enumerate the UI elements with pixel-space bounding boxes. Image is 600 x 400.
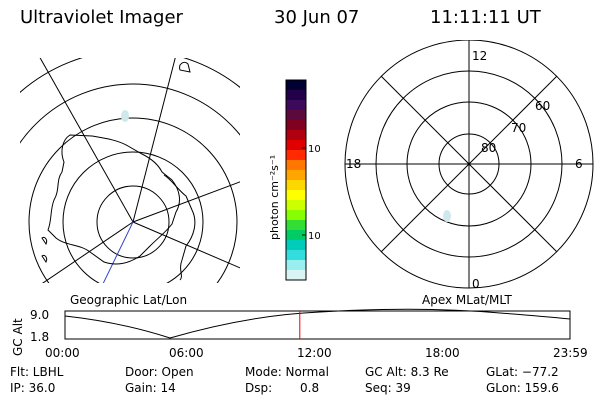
altitude-axis-label: GC Alt — [11, 318, 25, 356]
island-outline — [179, 61, 191, 73]
time-tick-label: 23:59 — [553, 346, 588, 360]
mode-info: Mode: Normal — [245, 365, 329, 379]
color-bar-swatch — [286, 210, 306, 221]
header-time: 11:11:11 UT — [430, 7, 541, 28]
mlt-label-right: 6 — [575, 157, 583, 171]
mlt-line-diagonal — [380, 75, 558, 253]
gc-alt-info: GC Alt: 8.3 Re — [365, 365, 449, 379]
color-bar-swatch — [286, 90, 306, 101]
mlat-label-70: 70 — [511, 121, 526, 135]
lat-circle-70 — [62, 151, 204, 283]
island-outline — [41, 237, 48, 245]
altitude-plot-frame — [64, 310, 571, 340]
color-bar-swatch — [286, 150, 306, 161]
color-bar-swatch — [286, 230, 306, 241]
meridian-line — [132, 58, 176, 223]
mlat-label-60: 60 — [535, 99, 550, 113]
noon-meridian — [102, 221, 134, 283]
color-bar: 100 10 photon cm⁻²s⁻¹ — [268, 79, 320, 281]
meridian-line — [132, 181, 240, 223]
color-bar-swatch — [286, 160, 306, 171]
color-bar-swatch — [286, 240, 306, 251]
color-bar-swatch — [286, 110, 306, 121]
color-bar-swatch — [286, 130, 306, 141]
glat-info: GLat: −77.2 — [486, 365, 559, 379]
color-bar-swatch — [286, 140, 306, 151]
island-outline — [41, 255, 48, 263]
altitude-plot: GC Alt 9.0 1.8 00:00 06:00 12:00 18:00 2… — [11, 308, 588, 360]
left-panel-caption: Geographic Lat/Lon — [70, 293, 188, 307]
antarctica-coastline — [47, 134, 180, 265]
time-tick-label: 06:00 — [169, 346, 204, 360]
color-bar-swatch — [286, 250, 306, 261]
mlt-label-left: 18 — [346, 157, 361, 171]
color-bar-frame — [285, 79, 307, 281]
altitude-tick-label: 1.8 — [30, 330, 49, 344]
mlt-label-top: 12 — [472, 49, 487, 63]
meridian-line — [39, 58, 134, 223]
time-tick-label: 00:00 — [45, 346, 80, 360]
geographic-map — [20, 58, 240, 283]
time-tick-label: 18:00 — [425, 346, 460, 360]
color-bar-tick-label: 100 — [308, 144, 320, 155]
color-bar-swatch — [286, 260, 306, 271]
altitude-curve — [64, 308, 571, 339]
color-bar-swatch — [286, 120, 306, 131]
color-bar-swatch — [286, 270, 306, 281]
aurora-spot — [443, 210, 451, 222]
mlat-label-80: 80 — [481, 141, 496, 155]
ip-info: IP: 36.0 — [10, 381, 56, 395]
gain-info: Gain: 14 — [125, 381, 176, 395]
seq-info: Seq: 39 — [365, 381, 411, 395]
time-tick-label: 12:00 — [297, 346, 332, 360]
door-info: Door: Open — [125, 365, 194, 379]
meridian-line — [42, 221, 134, 283]
altitude-tick-label: 9.0 — [30, 308, 49, 322]
mlt-label-bottom: 0 — [472, 277, 480, 290]
color-bar-unit-label: photon cm⁻²s⁻¹ — [268, 155, 281, 240]
aurora-spot — [121, 110, 129, 122]
lat-circle-60 — [28, 117, 238, 283]
dsp-value: 0.8 — [300, 381, 320, 395]
color-bar-swatch — [286, 80, 306, 91]
color-bar-swatch — [286, 180, 306, 191]
filter-info: Flt: LBHL — [10, 365, 64, 379]
lat-circle-40 — [20, 58, 240, 94]
magnetic-map: 12 0 18 6 60 70 80 — [344, 40, 594, 290]
color-bar-swatch — [286, 190, 306, 201]
color-bar-swatches — [286, 80, 306, 281]
color-bar-swatch — [286, 220, 306, 231]
lat-circle-80 — [96, 185, 170, 259]
header-date: 30 Jun 07 — [274, 7, 360, 28]
dsp-label: Dsp: — [245, 381, 273, 395]
color-bar-swatch — [286, 200, 306, 211]
color-bar-tick-label: 10 — [308, 231, 320, 242]
color-bar-swatch — [286, 170, 306, 181]
color-bar-swatch — [286, 100, 306, 111]
app-title: Ultraviolet Imager — [20, 7, 183, 28]
right-panel-caption: Apex MLat/MLT — [422, 293, 512, 307]
lat-circle-50 — [20, 83, 240, 144]
meridian-line — [132, 221, 240, 269]
glon-info: GLon: 159.6 — [486, 381, 559, 395]
peninsula-coastline — [163, 174, 196, 281]
